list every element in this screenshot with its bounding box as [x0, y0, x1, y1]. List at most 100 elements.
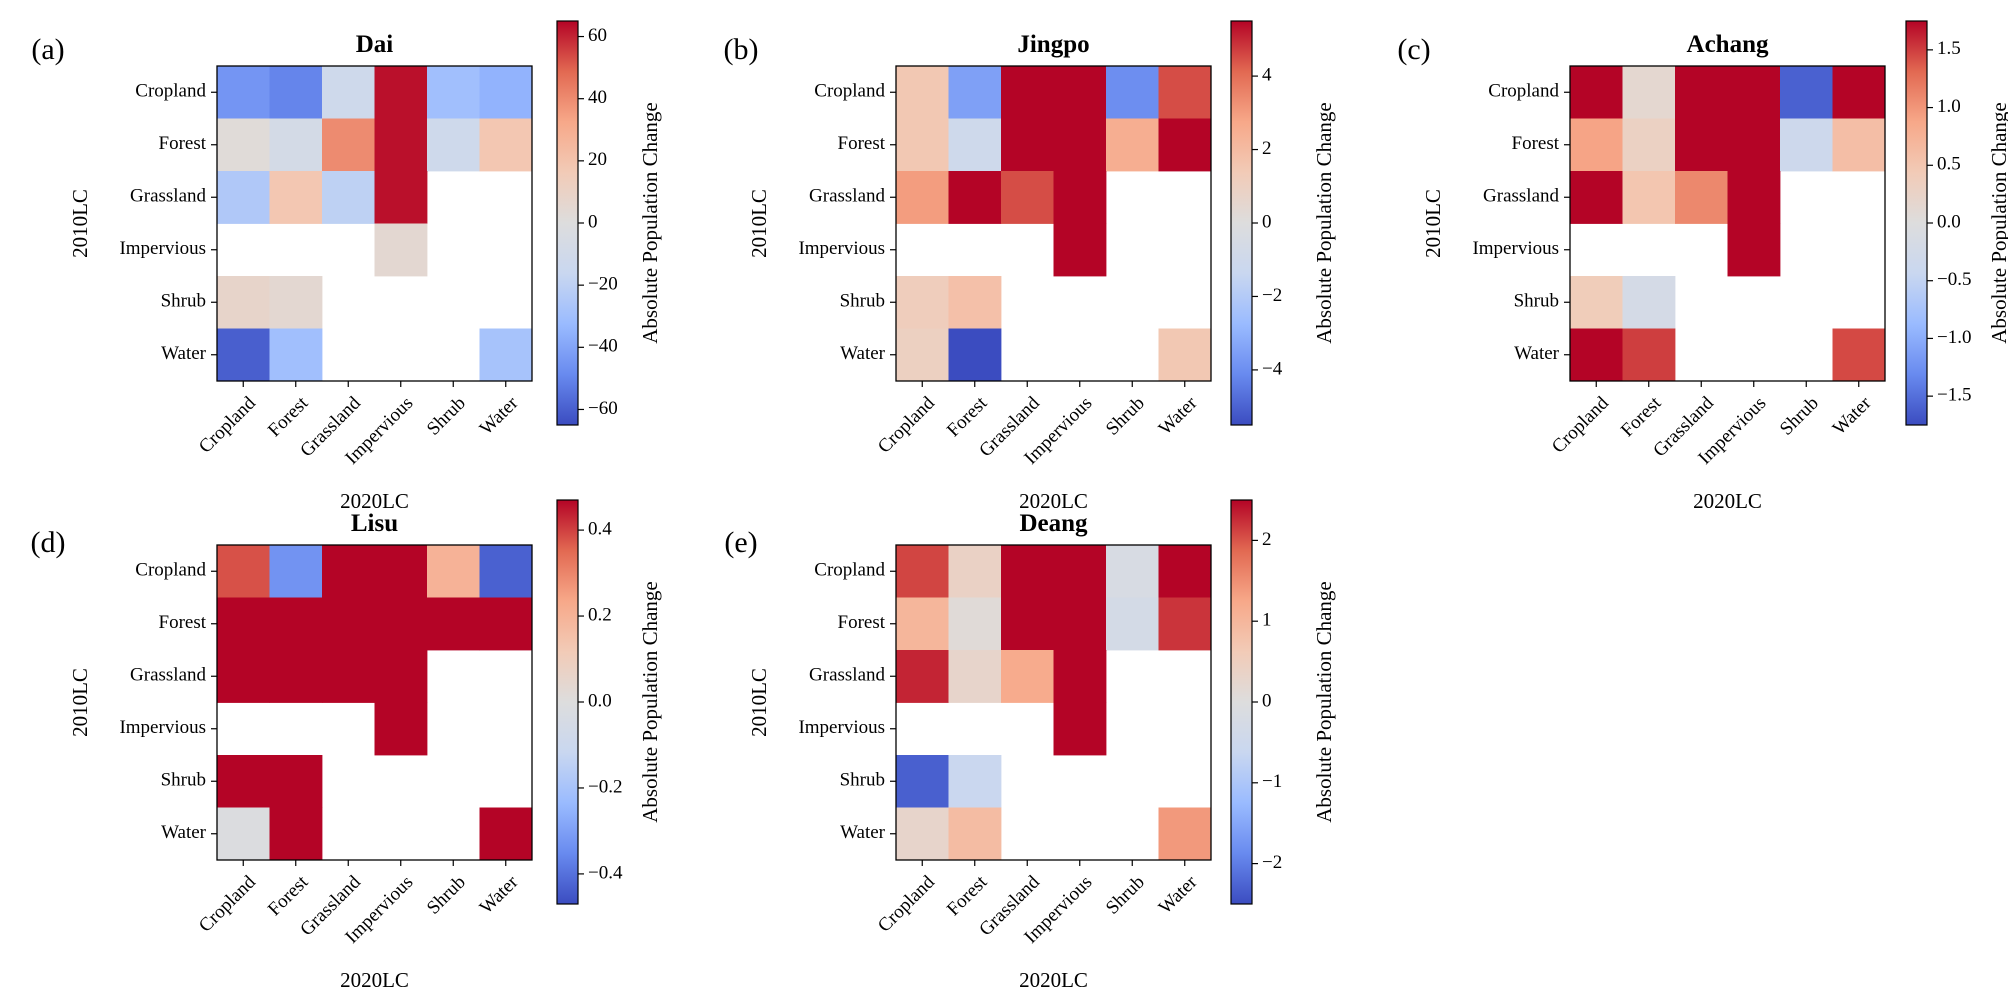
y-tick-label: Shrub — [840, 291, 885, 312]
heatmap-cell-grassland-to-impervious — [1053, 650, 1107, 703]
heatmap-cell-cropland-to-water — [1158, 545, 1212, 598]
heatmap-cells — [896, 545, 1212, 861]
heatmap-cell-cropland-to-shrub — [1106, 66, 1159, 119]
heatmap-cell-forest-to-impervious — [1727, 118, 1781, 172]
colorbar-tick-label: 0.0 — [588, 690, 612, 711]
heatmap-cell-water-to-water — [479, 328, 533, 382]
y-axis-label: 2010LC — [1421, 189, 1445, 258]
x-axis-label: 2020LC — [1693, 489, 1762, 513]
plot-frame — [216, 544, 533, 861]
heatmap-cell-forest-to-forest — [948, 118, 1002, 172]
heatmap-cell-shrub-to-forest — [1622, 276, 1676, 329]
heatmap-cell-cropland-to-water — [479, 66, 533, 119]
heatmap-cell-water-to-forest — [1622, 328, 1676, 382]
heatmap-cell-grassland-to-grassland — [322, 171, 375, 224]
heatmap-cell-water-to-water — [479, 807, 533, 861]
y-tick-label: Water — [161, 822, 207, 843]
plot-frame — [895, 544, 1212, 861]
colorbar-tick-label: 60 — [588, 25, 607, 46]
colorbar-tick-label: 0.2 — [588, 604, 612, 625]
colorbar: 4 2 0 −2 −4 Absolute Population Change — [1230, 20, 1336, 426]
colorbar-tick-label: 0.0 — [1937, 211, 1961, 232]
y-tick-label: Grassland — [809, 665, 885, 686]
heatmap-cell-forest-to-forest — [1622, 118, 1676, 172]
heatmap-cell-forest-to-water — [479, 597, 533, 651]
heatmap-cell-cropland-to-water — [1158, 66, 1212, 119]
colorbar-tick-label: −4 — [1262, 358, 1283, 379]
heatmap-cell-grassland-to-cropland — [217, 650, 270, 703]
panel-letter: (e) — [724, 526, 757, 559]
heatmap-cell-water-to-cropland — [1570, 328, 1623, 382]
y-tick-label: Forest — [159, 612, 207, 633]
heatmap-cell-cropland-to-cropland — [896, 545, 949, 598]
colorbar-gradient — [556, 499, 579, 905]
heatmap-cell-cropland-to-impervious — [374, 545, 428, 598]
heatmap-cell-forest-to-cropland — [217, 118, 270, 172]
x-tick-label: Cropland — [195, 871, 260, 936]
heatmap-cell-grassland-to-grassland — [1001, 650, 1054, 703]
colorbar-label: Absolute Population Change — [638, 581, 662, 822]
heatmap-cell-shrub-to-forest — [269, 276, 323, 329]
heatmap-cell-water-to-forest — [948, 328, 1002, 382]
heatmap-cell-water-to-forest — [269, 328, 323, 382]
heatmap-cell-forest-to-shrub — [1106, 118, 1159, 172]
heatmap-cell-grassland-to-cropland — [1570, 171, 1623, 224]
colorbar: 2 1 0 −1 −2 Absolute Population Change — [1230, 499, 1336, 905]
colorbar-tick-label: −0.2 — [588, 776, 622, 797]
heatmap-cell-impervious-to-impervious — [1727, 223, 1781, 277]
colorbar-tick-label: 2 — [1262, 529, 1272, 550]
panel-dai: (a) DaiCroplandForestGrasslandImperviousS… — [31, 20, 662, 513]
y-tick-label: Grassland — [130, 186, 206, 207]
colorbar-tick-label: 0.5 — [1937, 154, 1961, 175]
heatmap-cell-water-to-water — [1832, 328, 1886, 382]
y-tick-label: Water — [1514, 343, 1560, 364]
plot-frame — [216, 65, 533, 382]
y-axis-label: 2010LC — [68, 189, 92, 258]
y-tick-label: Shrub — [1514, 291, 1559, 312]
heatmap-cell-forest-to-forest — [269, 597, 323, 651]
x-tick-label: Water — [1155, 871, 1202, 918]
y-tick-label: Cropland — [135, 81, 206, 102]
heatmap-cell-forest-to-water — [479, 118, 533, 172]
heatmap-cell-forest-to-forest — [948, 597, 1002, 651]
heatmap-cell-forest-to-shrub — [427, 118, 480, 172]
panel-letter: (c) — [1397, 33, 1430, 66]
heatmap-cell-cropland-to-shrub — [427, 545, 480, 598]
x-tick-label: Shrub — [1776, 393, 1823, 440]
heatmap-cell-forest-to-cropland — [896, 118, 949, 172]
y-tick-label: Water — [161, 343, 207, 364]
y-axis-label: 2010LC — [747, 189, 771, 258]
heatmap-cell-shrub-to-cropland — [217, 755, 270, 808]
y-tick-label: Impervious — [798, 717, 885, 738]
panel-letter: (a) — [31, 33, 64, 66]
heatmap-cell-forest-to-impervious — [1053, 597, 1107, 651]
y-tick-label: Impervious — [1472, 238, 1559, 259]
heatmap-cell-shrub-to-forest — [269, 755, 323, 808]
heatmap-cell-grassland-to-impervious — [1053, 171, 1107, 224]
heatmap-cell-grassland-to-forest — [1622, 171, 1676, 224]
heatmap-cell-grassland-to-grassland — [1001, 171, 1054, 224]
colorbar-label: Absolute Population Change — [1312, 581, 1336, 822]
y-tick-label: Forest — [838, 133, 886, 154]
x-tick-label: Shrub — [423, 393, 470, 440]
colorbar-tick-label: −2 — [1262, 285, 1282, 306]
chart-title: Deang — [1019, 510, 1088, 537]
heatmap-cell-forest-to-impervious — [374, 118, 428, 172]
heatmap-cell-forest-to-shrub — [1106, 597, 1159, 651]
colorbar-label: Absolute Population Change — [638, 102, 662, 343]
colorbar-label: Absolute Population Change — [1987, 102, 2008, 343]
y-tick-label: Shrub — [161, 291, 206, 312]
colorbar-tick-label: 0 — [1262, 690, 1272, 711]
colorbar-gradient — [1230, 20, 1253, 426]
x-tick-label: Water — [1155, 392, 1202, 439]
heatmap-cell-cropland-to-impervious — [1727, 66, 1781, 119]
colorbar: 1.5 1.0 0.5 0.0 −0.5 −1.0 −1.5 Absolute Populat… — [1905, 20, 2008, 426]
heatmap-cell-cropland-to-impervious — [1053, 545, 1107, 598]
colorbar-tick-label: 4 — [1262, 64, 1272, 85]
y-tick-label: Grassland — [1483, 186, 1559, 207]
x-axis-label: 2020LC — [340, 489, 409, 513]
y-tick-label: Grassland — [809, 186, 885, 207]
x-tick-label: Water — [476, 871, 523, 918]
heatmap-cell-cropland-to-impervious — [1053, 66, 1107, 119]
heatmap-cell-grassland-to-cropland — [217, 171, 270, 224]
